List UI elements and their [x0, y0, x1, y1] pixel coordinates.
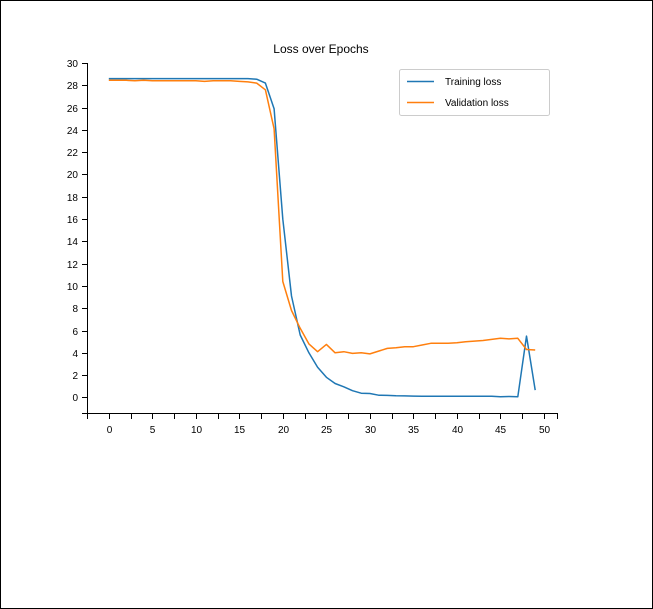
chart-title: Loss over Epochs — [273, 42, 368, 56]
y-tick-label: 8 — [72, 304, 78, 315]
series-line-training-loss — [108, 77, 536, 398]
x-tick-label: 15 — [234, 425, 246, 436]
series-line-validation-loss — [108, 79, 536, 355]
x-tick-label: 20 — [278, 425, 290, 436]
legend: Training loss Validation loss — [399, 69, 550, 116]
y-tick-label: 4 — [72, 349, 78, 360]
y-tick-label: 10 — [67, 282, 79, 293]
y-tick-label: 26 — [67, 104, 79, 115]
x-tick-label: 50 — [539, 425, 551, 436]
y-tick-label: 14 — [67, 237, 79, 248]
plot-lines — [108, 77, 536, 398]
y-tick-label: 22 — [67, 148, 79, 159]
y-tick-label: 20 — [67, 170, 79, 181]
x-tick-label: 25 — [321, 425, 333, 436]
y-tick-label: 30 — [67, 59, 79, 70]
x-tick-label: 10 — [191, 425, 203, 436]
x-tick-label: 0 — [107, 425, 113, 436]
y-tick-label: 18 — [67, 193, 79, 204]
y-tick-label: 0 — [72, 393, 78, 404]
y-tick-label: 2 — [72, 371, 78, 382]
x-tick-label: 30 — [365, 425, 377, 436]
y-tick-label: 28 — [67, 81, 79, 92]
legend-label-training-loss: Training loss — [445, 77, 501, 88]
y-tick-label: 12 — [67, 260, 79, 271]
y-tick-label: 16 — [67, 215, 79, 226]
legend-label-validation-loss: Validation loss — [445, 98, 509, 109]
legend-box — [399, 69, 550, 116]
x-tick-label: 45 — [495, 425, 507, 436]
x-tick-label: 35 — [408, 425, 420, 436]
x-tick-label: 40 — [452, 425, 464, 436]
y-tick-label: 6 — [72, 327, 78, 338]
y-tick-label: 24 — [67, 126, 79, 137]
x-tick-label: 5 — [150, 425, 156, 436]
